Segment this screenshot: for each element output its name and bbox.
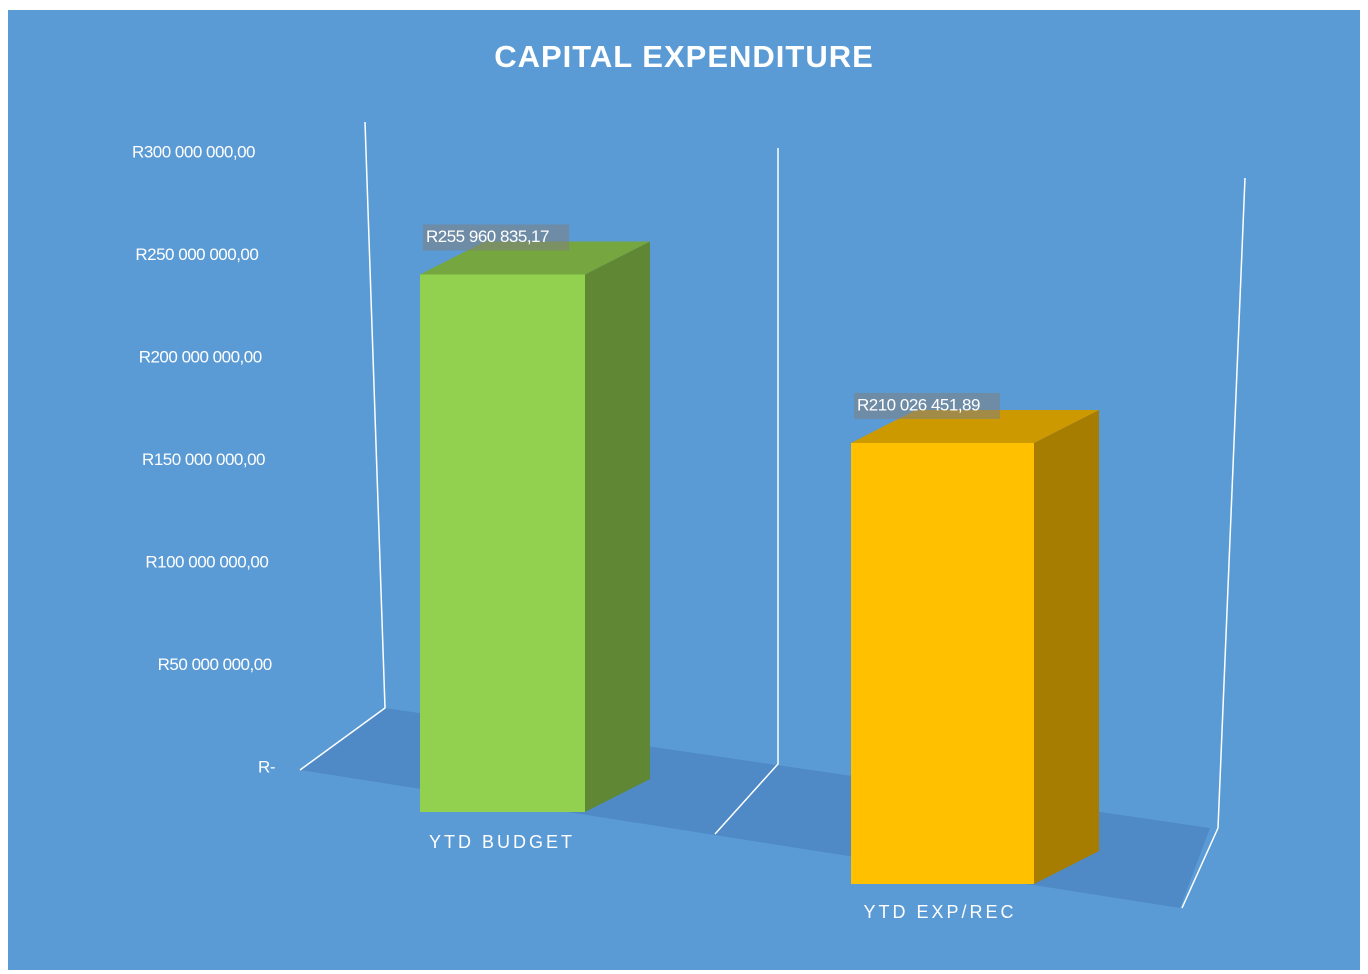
value-label: R255 960 835,17 [426, 227, 549, 246]
x-tick-label: YTD BUDGET [429, 832, 575, 852]
y-tick-label: R100 000 000,00 [145, 552, 268, 571]
x-tick-label: YTD EXP/REC [863, 902, 1016, 922]
wall-line [1181, 177, 1246, 909]
value-label-bg [423, 224, 569, 251]
value-label-bg [854, 392, 1000, 419]
wall-line [714, 148, 779, 835]
bar-side [1034, 409, 1099, 884]
y-tick-label: R300 000 000,00 [132, 142, 255, 161]
bar [420, 274, 585, 812]
y-tick-label: R- [258, 757, 275, 776]
bar-side [585, 241, 650, 812]
chart-title: CAPITAL EXPENDITURE [494, 39, 874, 74]
value-label: R210 026 451,89 [857, 395, 980, 414]
y-tick-label: R150 000 000,00 [142, 450, 265, 469]
bar [851, 442, 1034, 884]
walls [299, 121, 1246, 909]
y-tick-label: R200 000 000,00 [139, 347, 262, 366]
y-tick-label: R50 000 000,00 [158, 655, 272, 674]
y-tick-label: R250 000 000,00 [135, 245, 258, 264]
wall-line [299, 121, 386, 771]
